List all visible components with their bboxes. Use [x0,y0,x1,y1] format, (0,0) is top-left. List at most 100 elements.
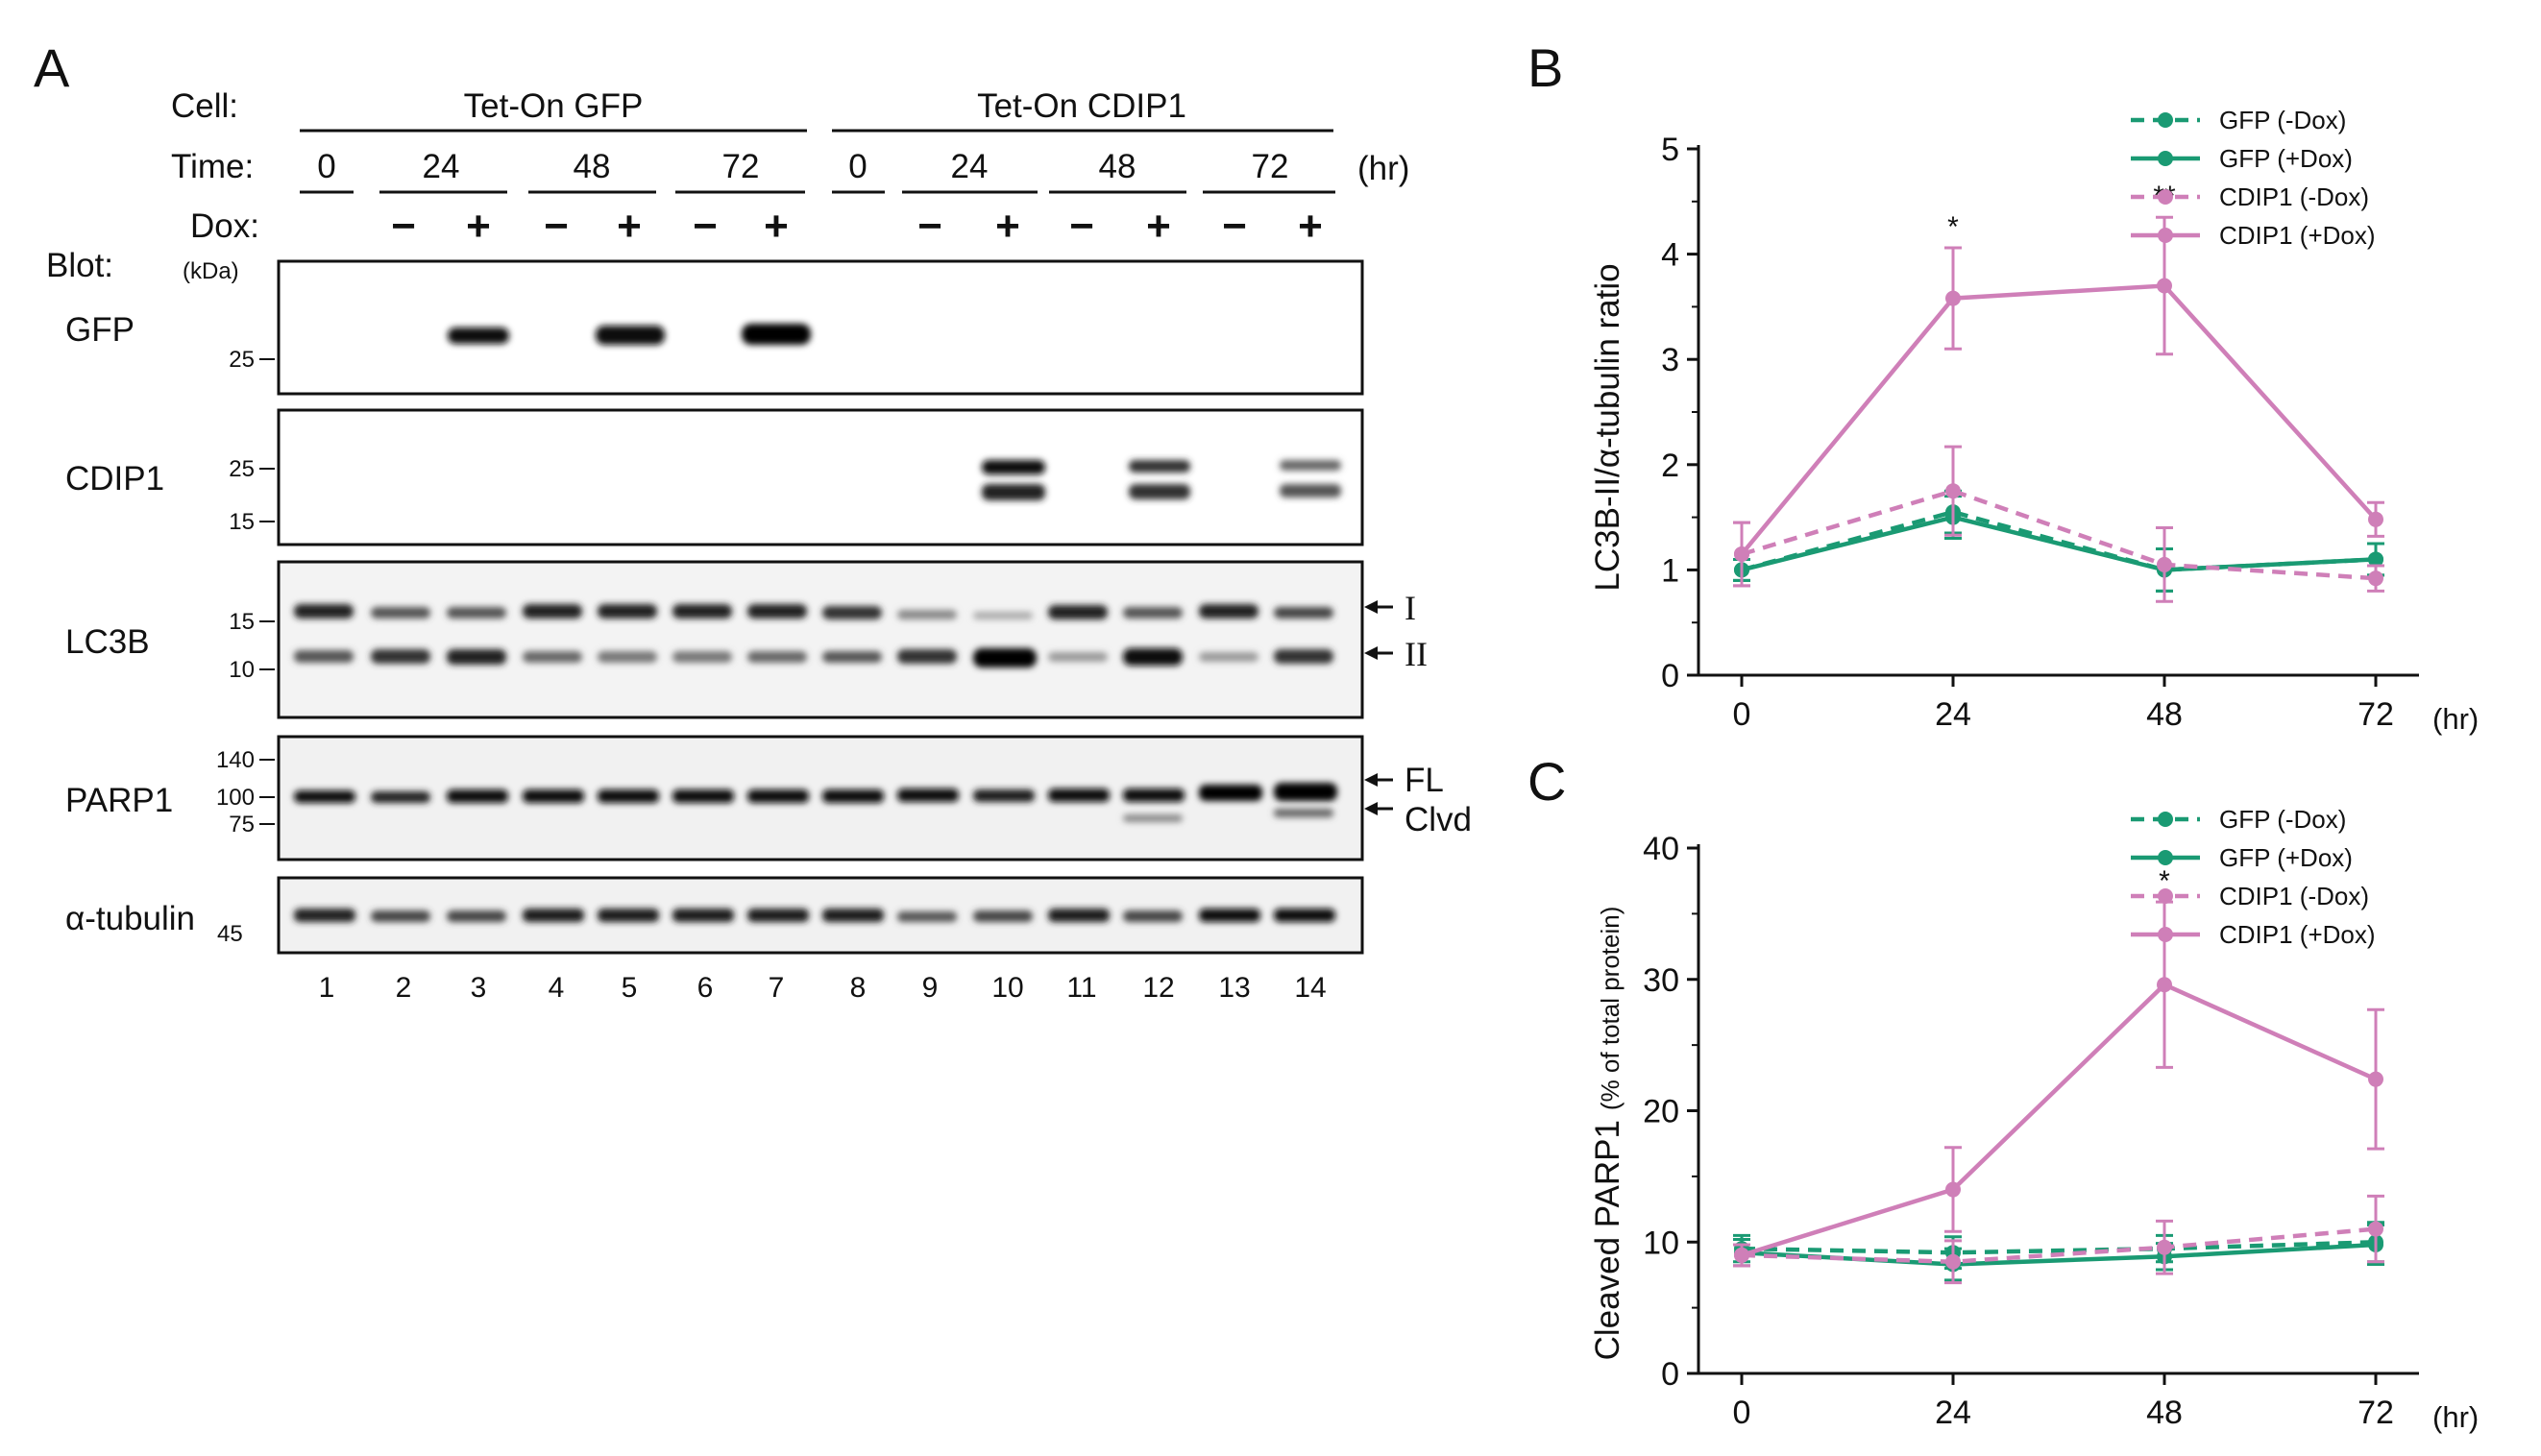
lane-number: 12 [1142,972,1174,1004]
band [747,604,807,619]
y-axis-label-main: Cleaved PARP1 [1589,1120,1626,1360]
data-point [2368,1071,2383,1087]
mw-markers: 25 25 15 15 10 140 100 75 45 [216,347,275,947]
dox-label: Dox: [190,207,259,245]
significance-marker: * [1947,211,1959,243]
blot-protein-label: α-tubulin [65,900,195,937]
band [1123,607,1183,619]
band-arrows: I II FL Clvd [1364,589,1472,838]
band [747,789,809,803]
time-label-48: 48 [1099,148,1136,185]
mw-marker: 75 [229,812,255,837]
band [598,604,657,619]
time-label-48: 48 [574,148,611,185]
data-point [2157,1239,2172,1255]
lane-number: 8 [850,972,867,1004]
x-tick-label: 72 [2358,1395,2394,1431]
band [897,911,957,922]
y-tick-label: 4 [1661,237,1679,274]
band [672,604,732,619]
band [973,789,1035,802]
x-axis-unit: (hr) [2432,702,2479,736]
panel-b-label: B [1527,37,1563,98]
y-tick-label: 3 [1661,342,1679,378]
dox-sign: − [917,203,942,250]
band [1274,909,1335,922]
band [447,607,506,619]
band [897,610,957,619]
series-line [1740,283,2378,556]
blot-protein-label: GFP [65,311,134,349]
band [371,910,430,922]
lane-number: 2 [396,972,412,1004]
band [897,649,957,664]
mw-marker: 140 [216,747,255,773]
legend-label: CDIP1 (-Dox) [2219,182,2369,211]
band [448,328,509,344]
data-point [1734,1247,1749,1263]
band [973,612,1033,619]
lane-number: 7 [769,972,785,1004]
lane-number: 3 [471,972,487,1004]
band [447,649,506,665]
time-label-0: 0 [848,148,867,185]
band [822,606,882,619]
x-tick-label: 72 [2358,696,2394,733]
band-label-fl: FL [1405,762,1444,799]
mw-marker: 10 [229,657,255,683]
dox-header: − + − + − + − + − + − + [391,203,1323,250]
band [1129,484,1190,499]
band-label-ii: II [1405,635,1428,673]
y-tick-label: 1 [1661,552,1679,589]
band [1048,605,1108,619]
panel-c: C Cleaved PARP1 (% of total protein) 0 10 2… [1527,751,2479,1434]
band [523,909,584,922]
band [294,790,355,803]
band [672,789,734,803]
y-tick-label: 20 [1643,1094,1679,1130]
legend-label: CDIP1 (+Dox) [2219,221,2376,250]
band [1123,789,1185,802]
band [523,604,582,619]
dox-sign: − [544,203,569,250]
band [982,484,1045,500]
x-tick-label: 48 [2146,1395,2183,1431]
mw-marker: 100 [216,785,255,811]
band [523,651,582,663]
mw-marker: 25 [229,347,255,373]
mw-marker: 25 [229,456,255,482]
y-tick-label: 30 [1643,962,1679,999]
band [371,649,430,664]
x-axis-unit: (hr) [2432,1400,2479,1434]
band [982,460,1045,474]
band [1199,652,1258,662]
time-label-24: 24 [423,148,460,185]
time-unit-label: (hr) [1357,150,1409,187]
mw-marker: 15 [229,509,255,535]
band [371,607,430,619]
cell-label: Cell: [171,87,238,125]
data-point [2157,278,2172,294]
data-point [1945,483,1961,499]
group-label-gfp: Tet-On GFP [464,87,644,125]
band [672,909,734,922]
x-tick-label: 48 [2146,696,2183,733]
band [1048,789,1110,802]
lane-number: 14 [1294,972,1326,1004]
band [1199,785,1262,801]
data-point [2368,1221,2383,1237]
blot-protein-label: CDIP1 [65,460,164,497]
mw-marker: 15 [229,609,255,635]
band [371,791,430,803]
x-tick-label: 0 [1733,1395,1751,1431]
series-line [1741,509,2377,572]
band [1199,909,1260,922]
y-axis-label-sub: (% of total protein) [1596,907,1625,1110]
band [1274,783,1337,801]
series-line [1741,1240,2377,1255]
legend-marker [2158,888,2173,904]
band [1129,460,1190,473]
blot-box-lc3b [277,560,1364,719]
panel-c-label: C [1527,751,1566,812]
